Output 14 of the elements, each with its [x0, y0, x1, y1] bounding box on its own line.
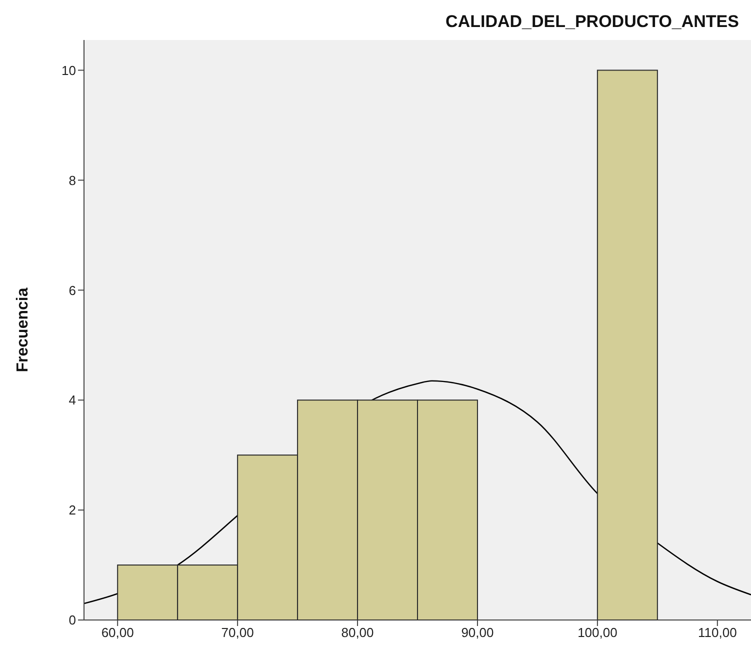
x-tick-label: 80,00: [341, 625, 374, 640]
x-tick-label: 60,00: [101, 625, 134, 640]
y-tick-label: 6: [68, 282, 76, 298]
y-tick-label: 0: [68, 612, 76, 628]
y-axis-title: Frecuencia: [14, 288, 32, 372]
y-tick-label: 4: [68, 392, 76, 408]
y-tick-label: 2: [68, 502, 76, 518]
y-tick-label: 8: [68, 172, 76, 188]
x-tick-label: 70,00: [221, 625, 254, 640]
x-tick-label: 90,00: [461, 625, 494, 640]
x-tick-label: 100,00: [578, 625, 618, 640]
y-tick-label: 10: [62, 62, 76, 78]
x-tick-label: 110,00: [698, 625, 737, 640]
chart-title: CALIDAD_DEL_PRODUCTO_ANTES: [446, 12, 739, 32]
